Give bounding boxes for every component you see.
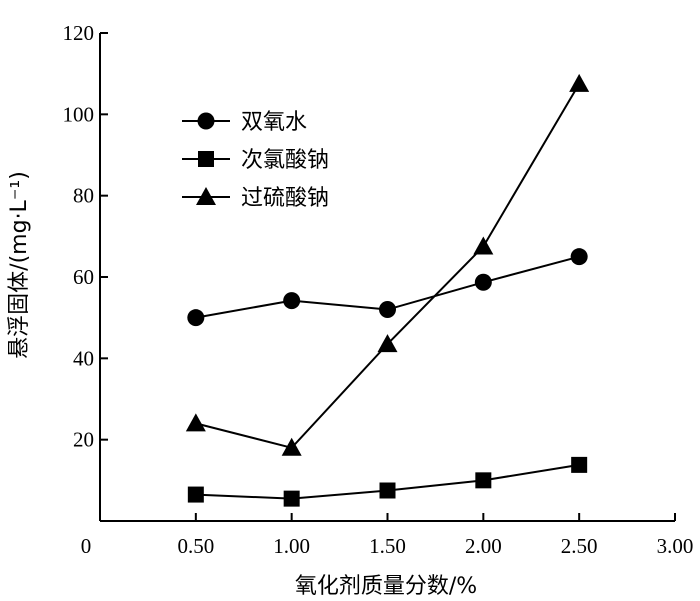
x-axis-title: 氧化剂质量分数/% [295,574,477,599]
legend-marker-1 [197,112,215,130]
series-1-point [187,309,205,327]
series-lines [195,83,581,500]
x-tick-label: 1.00 [273,534,310,558]
legend-marker-3 [196,187,216,205]
series-2-point [571,456,588,473]
y-axis-title: 悬浮固体/(mg·L⁻¹) [7,171,32,359]
x-tick-label: 2.50 [561,534,598,558]
y-tick-label: 20 [73,428,94,452]
series-2-point [283,490,300,507]
x-tick-label: 2.00 [465,534,502,558]
y-tick-label: 40 [73,346,94,370]
x-tick-label: 1.50 [369,534,406,558]
axes [99,33,675,522]
series-3-point [185,413,206,432]
series-3-point [281,437,302,456]
series-3-point [569,73,590,92]
tick-marks [100,32,676,521]
series-2-point [379,482,396,499]
legend-marker-2 [198,151,214,167]
legend-label-3: 过硫酸钠 [241,186,329,211]
y-tick-label: 80 [73,184,94,208]
legend-label-2: 次氯酸钠 [241,148,329,173]
series-3-point [377,334,398,353]
tick-labels: 0.50 1.00 1.50 2.00 2.50 3.00 20 40 60 80 100 120 0 [63,21,694,558]
series-2-point [475,472,492,489]
y-tick-label: 120 [63,21,95,45]
series-3-point [473,236,494,255]
y-tick-label: 60 [73,265,94,289]
series-1-point [379,301,396,319]
legend-label-1: 双氧水 [241,110,307,135]
series-1-point [283,292,301,310]
series-2-point [187,486,204,503]
series-1-point [474,273,492,291]
series-line-3 [195,83,581,449]
series-1-point [570,248,588,266]
origin-label: 0 [81,534,92,558]
x-tick-label: 3.00 [657,534,694,558]
series-markers [185,73,590,507]
x-tick-label: 0.50 [177,534,214,558]
y-tick-label: 100 [63,102,95,126]
